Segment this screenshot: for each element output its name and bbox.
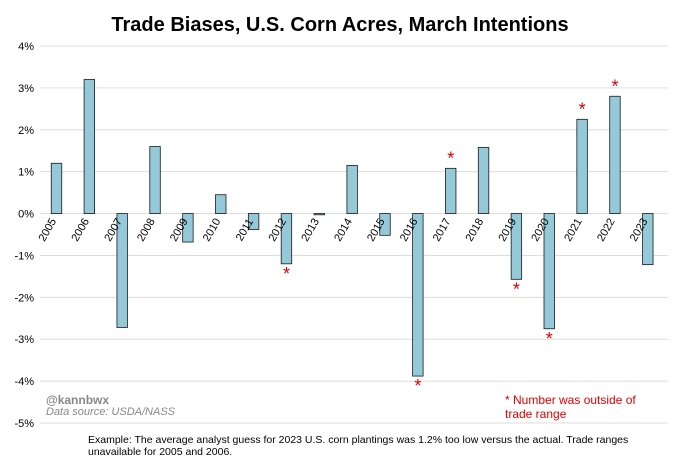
bar-2008 [149,146,161,214]
bar-2011 [247,213,260,230]
credit-text: @kannbwx [46,393,110,407]
bar-2010 [215,194,227,214]
y-tick-label: 0% [18,209,34,221]
bar-2014 [346,164,358,214]
y-tick-label: 2% [18,125,34,137]
bar-2023 [642,213,654,266]
bar-2007 [116,213,128,328]
bar-2018 [477,146,490,214]
outside-range-marker-2021: * [579,99,586,119]
bar-2005 [50,162,63,214]
y-tick-label: -1% [14,250,34,262]
outside-range-marker-2012: * [283,264,290,284]
outside-range-marker-2022: * [611,76,618,96]
bar-2022 [609,95,621,214]
y-tick-label: -5% [14,418,34,430]
x-tick-label-2014: 2014 [332,216,355,243]
y-tick-label: 4% [18,41,34,53]
bar-2009 [182,213,194,243]
bar-2015 [379,213,391,236]
bar-2016 [412,213,424,377]
y-tick-label: -2% [14,292,34,304]
chart-title: Trade Biases, U.S. Corn Acres, March Int… [111,14,569,36]
caption-text: Example: The average analyst guess for 2… [88,434,629,458]
outside-range-marker-2019: * [513,279,520,299]
x-tick-label-2018: 2018 [464,216,487,243]
y-tick-label: -3% [14,334,34,346]
x-tick-label-2005: 2005 [37,216,60,243]
y-axis-ticks: 4% 3% 2% 1% 0% -1% -2% -3% -4% -5% [14,41,34,430]
x-tick-label-2013: 2013 [299,216,322,243]
bar-2006 [83,79,95,214]
bar-2013 [313,213,325,216]
x-tick-label-2010: 2010 [201,216,224,243]
outside-range-marker-2017: * [447,148,454,168]
bar-2019 [510,213,523,280]
source-text: Data source: USDA/NASS [46,406,175,418]
x-axis-tick-labels: 2005 2006 2007 2008 2009 2010 2011 2012 2013 2014… [37,216,651,243]
bar-2017 [445,167,457,214]
legend-note: * Number was outside of trade range [505,393,636,421]
bars [50,79,654,377]
outside-range-marker-2016: * [414,376,421,396]
x-tick-label-2006: 2006 [69,216,92,243]
x-tick-label-2017: 2017 [431,216,454,243]
y-tick-label: -4% [14,376,34,388]
outside-range-markers: * * * * * * * [283,76,619,396]
x-tick-label-2022: 2022 [595,216,618,243]
outside-range-marker-2020: * [546,329,553,349]
bar-2012 [280,213,293,265]
y-tick-label: 3% [18,83,34,95]
x-tick-label-2021: 2021 [562,216,585,243]
bar-2021 [576,118,588,214]
y-tick-label: 1% [18,167,34,179]
bar-2020 [543,213,555,330]
x-tick-label-2008: 2008 [135,216,158,243]
